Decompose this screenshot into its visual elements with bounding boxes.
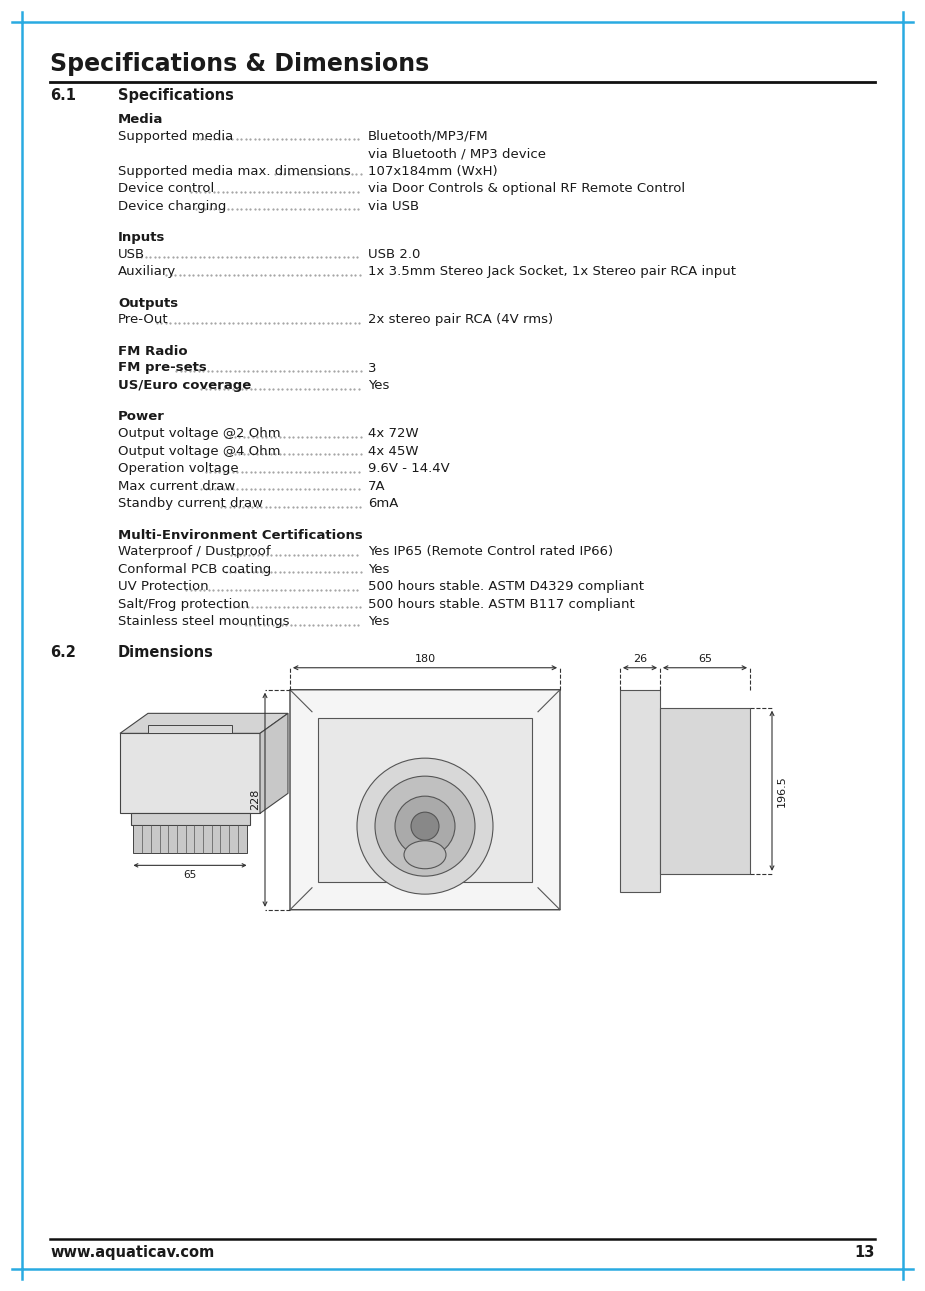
Text: Device charging: Device charging: [118, 200, 227, 213]
Text: Media: Media: [118, 114, 164, 127]
Text: Bluetooth/MP3/FM: Bluetooth/MP3/FM: [368, 129, 488, 142]
Text: Auxiliary: Auxiliary: [118, 265, 177, 279]
Text: Yes: Yes: [368, 616, 389, 629]
Text: Operation voltage: Operation voltage: [118, 462, 239, 475]
Text: 9.6V - 14.4V: 9.6V - 14.4V: [368, 462, 450, 475]
Text: 65: 65: [183, 870, 197, 880]
Text: Output voltage @4 Ohm: Output voltage @4 Ohm: [118, 444, 280, 457]
Text: Multi-Environment Certifications: Multi-Environment Certifications: [118, 528, 363, 542]
Text: Supported media max. dimensions: Supported media max. dimensions: [118, 165, 351, 178]
FancyBboxPatch shape: [290, 689, 560, 910]
Polygon shape: [120, 733, 260, 813]
Text: Max current draw: Max current draw: [118, 480, 235, 493]
Bar: [660, 707, 750, 874]
Text: 65: 65: [698, 653, 712, 664]
Text: Yes: Yes: [368, 563, 389, 576]
Text: Dimensions: Dimensions: [118, 644, 214, 660]
Text: USB 2.0: USB 2.0: [368, 248, 420, 261]
Text: Standby current draw: Standby current draw: [118, 497, 263, 510]
Text: US/Euro coverage: US/Euro coverage: [118, 380, 252, 392]
Text: www.aquaticav.com: www.aquaticav.com: [50, 1245, 215, 1260]
Text: 228: 228: [250, 789, 260, 811]
Text: 500 hours stable. ASTM B117 compliant: 500 hours stable. ASTM B117 compliant: [368, 598, 635, 611]
Text: 107x184mm (WxH): 107x184mm (WxH): [368, 165, 498, 178]
Text: 2x stereo pair RCA (4V rms): 2x stereo pair RCA (4V rms): [368, 314, 553, 327]
Text: Pre-Out: Pre-Out: [118, 314, 168, 327]
Text: Salt/Frog protection: Salt/Frog protection: [118, 598, 249, 611]
Text: Yes: Yes: [368, 380, 389, 392]
Text: Outputs: Outputs: [118, 297, 179, 310]
Text: Waterproof / Dustproof: Waterproof / Dustproof: [118, 545, 271, 558]
Text: Power: Power: [118, 411, 165, 423]
Text: 180: 180: [414, 653, 436, 664]
Text: USB: USB: [118, 248, 145, 261]
Text: Conformal PCB coating: Conformal PCB coating: [118, 563, 271, 576]
Text: Specifications & Dimensions: Specifications & Dimensions: [50, 52, 429, 76]
Polygon shape: [260, 714, 288, 813]
Text: FM Radio: FM Radio: [118, 345, 188, 358]
Text: 6mA: 6mA: [368, 497, 399, 510]
Circle shape: [395, 797, 455, 856]
Text: Output voltage @2 Ohm: Output voltage @2 Ohm: [118, 427, 280, 440]
Text: 4x 45W: 4x 45W: [368, 444, 418, 457]
Circle shape: [357, 758, 493, 895]
Text: UV Protection: UV Protection: [118, 580, 209, 594]
Bar: [318, 718, 532, 882]
Text: via Door Controls & optional RF Remote Control: via Door Controls & optional RF Remote C…: [368, 182, 685, 195]
Bar: [620, 689, 660, 892]
Text: 13: 13: [855, 1245, 875, 1260]
Text: 4x 72W: 4x 72W: [368, 427, 419, 440]
Text: 6.2: 6.2: [50, 644, 76, 660]
Text: via Bluetooth / MP3 device: via Bluetooth / MP3 device: [368, 147, 546, 160]
Polygon shape: [148, 726, 232, 733]
Text: 1x 3.5mm Stereo Jack Socket, 1x Stereo pair RCA input: 1x 3.5mm Stereo Jack Socket, 1x Stereo p…: [368, 265, 736, 279]
Text: 26: 26: [633, 653, 648, 664]
Text: 7A: 7A: [368, 480, 386, 493]
Text: Supported media: Supported media: [118, 129, 233, 142]
Text: Device control: Device control: [118, 182, 215, 195]
Text: 6.1: 6.1: [50, 88, 76, 103]
Polygon shape: [130, 813, 250, 825]
Text: Yes IP65 (Remote Control rated IP66): Yes IP65 (Remote Control rated IP66): [368, 545, 613, 558]
Polygon shape: [120, 714, 288, 733]
Text: 500 hours stable. ASTM D4329 compliant: 500 hours stable. ASTM D4329 compliant: [368, 580, 644, 594]
Text: Stainless steel mountings: Stainless steel mountings: [118, 616, 290, 629]
Text: Inputs: Inputs: [118, 231, 166, 244]
Text: via USB: via USB: [368, 200, 419, 213]
Circle shape: [411, 812, 439, 840]
Circle shape: [375, 776, 475, 877]
Text: Specifications: Specifications: [118, 88, 234, 103]
Text: FM pre-sets: FM pre-sets: [118, 361, 207, 374]
Text: 3: 3: [368, 361, 376, 374]
Bar: [133, 825, 247, 853]
Ellipse shape: [404, 840, 446, 869]
Text: 196.5: 196.5: [777, 775, 787, 807]
